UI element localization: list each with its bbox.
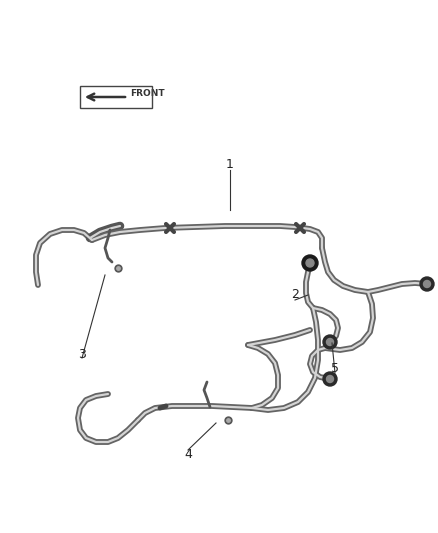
Circle shape <box>420 277 434 291</box>
Text: 5: 5 <box>331 361 339 375</box>
Circle shape <box>323 335 337 349</box>
Circle shape <box>302 255 318 271</box>
Circle shape <box>326 338 333 345</box>
Text: 1: 1 <box>226 158 234 172</box>
Text: 2: 2 <box>291 288 299 302</box>
Text: 3: 3 <box>78 349 86 361</box>
Text: 4: 4 <box>184 448 192 462</box>
Circle shape <box>306 259 314 267</box>
Circle shape <box>323 372 337 386</box>
Text: FRONT: FRONT <box>130 88 165 98</box>
Circle shape <box>326 376 333 383</box>
Circle shape <box>424 280 431 287</box>
